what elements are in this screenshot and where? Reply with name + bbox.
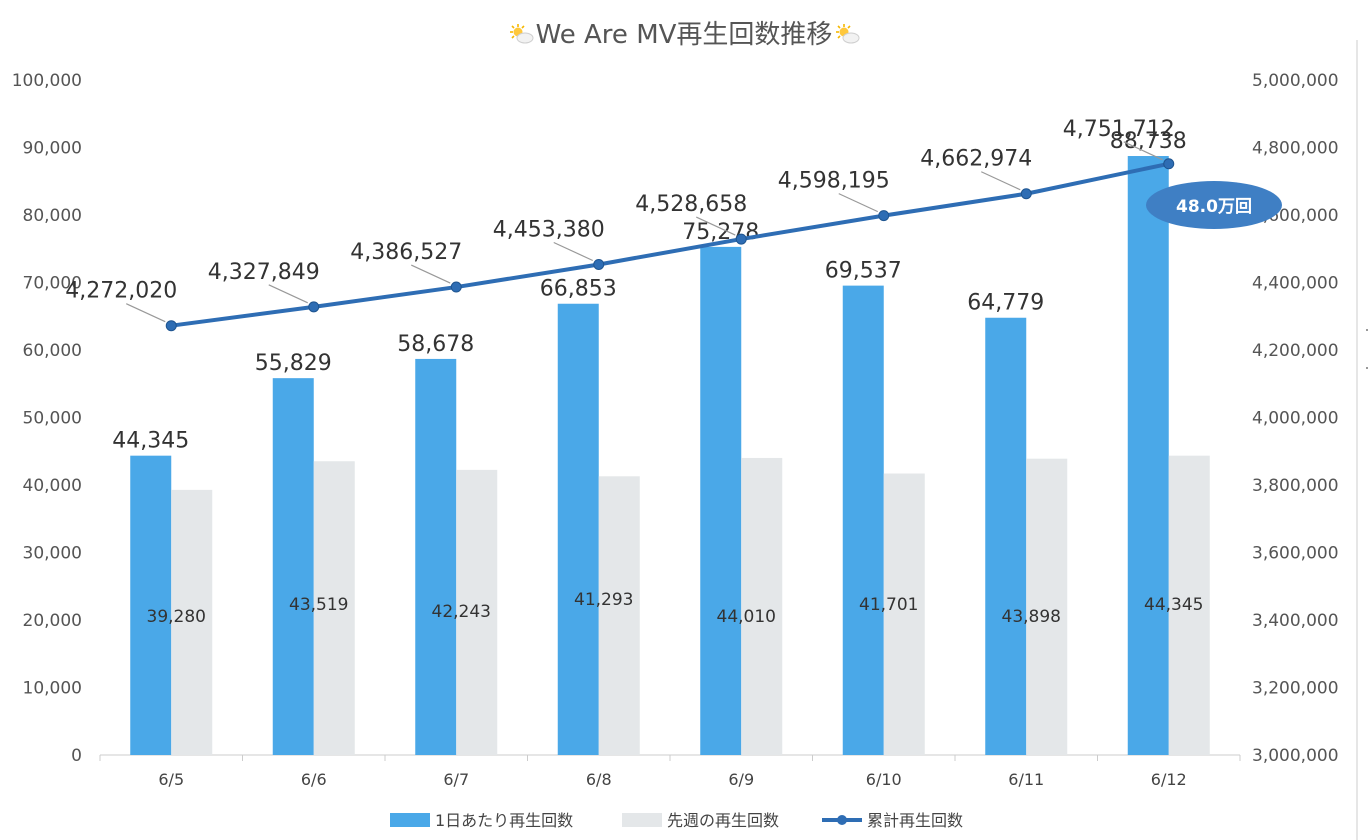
cumulative-label: 4,662,974: [920, 147, 1032, 172]
last-week-label: 43,898: [1002, 607, 1061, 627]
total-increase-callout: [1146, 181, 1282, 229]
x-axis-tick-label: 6/8: [586, 770, 612, 789]
last-week-bar: [598, 476, 640, 755]
last-week-bar: [171, 489, 213, 755]
right-axis-tick-label: 4,400,000: [1252, 274, 1339, 294]
last-week-bar: [741, 457, 783, 755]
last-week-label: 41,701: [859, 595, 918, 615]
sun-cloud-icon: [836, 24, 860, 44]
daily-views-label: 44,345: [112, 429, 189, 454]
leader-line: [838, 193, 879, 213]
legend-label: 1日あたり再生回数: [435, 811, 573, 830]
daily-views-bar: [130, 455, 172, 755]
left-axis-tick-label: 50,000: [23, 409, 82, 429]
leader-line: [410, 264, 451, 284]
left-axis-tick-label: 100,000: [12, 71, 82, 91]
left-axis-tick-label: 20,000: [23, 611, 82, 631]
cumulative-point: [1163, 158, 1175, 170]
cumulative-point: [593, 258, 605, 270]
daily-views-label: 69,537: [825, 259, 902, 284]
chart-title-text: We Are MV再生回数推移: [535, 20, 833, 50]
leader-line: [695, 216, 736, 236]
last-week-bar: [313, 461, 355, 755]
cumulative-point: [450, 281, 462, 293]
cumulative-point: [1020, 188, 1032, 200]
cumulative-label: 4,327,849: [208, 260, 320, 285]
last-week-bar: [883, 473, 925, 755]
x-axis-tick-label: 6/11: [1008, 770, 1044, 789]
sun-cloud-icon: [509, 24, 534, 44]
cumulative-line: [170, 161, 1170, 328]
right-axis-tick-label: 3,000,000: [1252, 746, 1339, 766]
legend-label: 先週の再生回数: [667, 811, 779, 830]
right-axis-tick-label: 5,000,000: [1252, 71, 1339, 91]
leader-line: [553, 241, 594, 262]
last-week-bar: [1168, 455, 1210, 755]
last-week-label: 42,243: [432, 602, 491, 622]
leader-line: [1123, 141, 1164, 161]
legend-label: 累計再生回数: [867, 811, 963, 830]
right-axis-tick-label: 4,800,000: [1252, 139, 1339, 159]
legend-swatch: [622, 813, 662, 827]
daily-views-bar: [1127, 156, 1169, 755]
last-week-label: 44,010: [717, 607, 776, 627]
last-week-label: 41,293: [574, 590, 633, 610]
daily-views-bar: [842, 285, 884, 755]
cumulative-point: [165, 320, 177, 332]
daily-views-bar: [415, 358, 457, 755]
last-week-label: 43,519: [289, 595, 348, 615]
chart-right-border: [1356, 40, 1358, 840]
left-axis-tick-label: 0: [71, 746, 82, 766]
legend-marker: [837, 815, 847, 825]
right-axis-tick-label: 3,600,000: [1252, 544, 1339, 564]
cumulative-label: 4,453,380: [493, 217, 605, 242]
daily-views-bar: [985, 317, 1027, 755]
x-axis-tick-label: 6/7: [443, 770, 469, 789]
cumulative-point: [735, 233, 747, 245]
chart-title: We Are MV再生回数推移: [0, 14, 1368, 51]
left-axis-tick-label: 30,000: [23, 544, 82, 564]
cumulative-point: [878, 210, 890, 222]
right-axis-tick-label: 3,400,000: [1252, 611, 1339, 631]
right-axis-tick-label: 4,200,000: [1252, 341, 1339, 361]
daily-views-label: 58,678: [397, 332, 474, 357]
x-axis-tick-label: 6/5: [158, 770, 184, 789]
daily-views-label: 55,829: [255, 351, 332, 376]
cumulative-label: 4,751,712: [1063, 117, 1175, 142]
daily-views-label: 66,853: [540, 277, 617, 302]
right-axis-tick-label: 3,200,000: [1252, 679, 1339, 699]
daily-views-bar: [272, 378, 314, 755]
left-axis-tick-label: 90,000: [23, 139, 82, 159]
left-axis-tick-label: 80,000: [23, 206, 82, 226]
cumulative-label: 4,528,658: [635, 192, 747, 217]
cumulative-label: 4,386,527: [350, 240, 462, 265]
daily-views-label: 88,738: [1110, 129, 1187, 154]
legend-swatch: [390, 813, 430, 827]
last-week-bar: [456, 469, 498, 755]
leader-line: [125, 303, 166, 323]
leader-line: [268, 284, 309, 304]
right-axis-tick-label: 4,000,000: [1252, 409, 1339, 429]
daily-views-label: 64,779: [967, 291, 1044, 316]
cumulative-point: [308, 301, 320, 313]
right-axis-tick-label: 3,800,000: [1252, 476, 1339, 496]
left-axis-tick-label: 70,000: [23, 274, 82, 294]
x-axis-tick-label: 6/9: [728, 770, 754, 789]
cumulative-label: 4,598,195: [778, 169, 890, 194]
x-axis-tick-label: 6/10: [866, 770, 902, 789]
cumulative-label: 4,272,020: [65, 279, 177, 304]
total-increase-callout-text: 48.0万回: [1176, 197, 1252, 217]
left-axis-tick-label: 10,000: [23, 679, 82, 699]
left-axis-tick-label: 60,000: [23, 341, 82, 361]
last-week-label: 44,345: [1144, 595, 1203, 615]
left-axis-tick-label: 40,000: [23, 476, 82, 496]
last-week-label: 39,280: [147, 607, 206, 627]
last-week-bar: [1026, 458, 1068, 755]
x-axis-tick-label: 6/12: [1151, 770, 1187, 789]
leader-line: [980, 171, 1021, 191]
daily-views-bar: [700, 246, 742, 755]
x-axis-tick-label: 6/6: [301, 770, 327, 789]
daily-views-bar: [557, 303, 599, 755]
